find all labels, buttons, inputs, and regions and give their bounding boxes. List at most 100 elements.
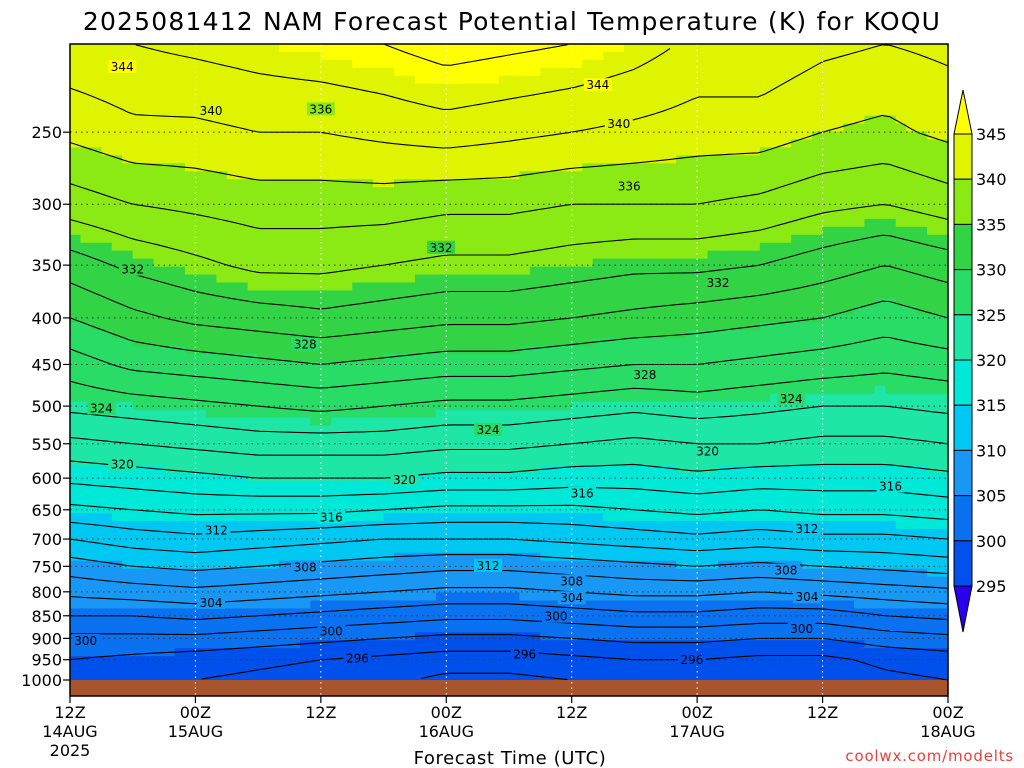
field-cell xyxy=(373,338,385,347)
field-cell xyxy=(686,369,698,379)
field-cell xyxy=(718,393,730,403)
field-cell xyxy=(341,91,353,101)
field-cell xyxy=(603,354,615,363)
field-cell xyxy=(843,354,855,363)
field-cell xyxy=(258,195,270,204)
field-cell xyxy=(718,377,730,387)
field-cell xyxy=(268,393,280,403)
field-cell xyxy=(435,115,447,125)
field-cell xyxy=(184,59,197,69)
field-cell xyxy=(874,91,886,101)
field-cell xyxy=(519,234,531,244)
field-cell xyxy=(770,91,782,101)
field-cell xyxy=(927,385,939,395)
field-cell xyxy=(90,51,102,61)
field-cell xyxy=(728,123,740,133)
field-cell xyxy=(561,75,573,85)
field-cell xyxy=(759,401,771,411)
field-cell xyxy=(843,131,855,140)
field-cell xyxy=(90,99,102,109)
field-cell xyxy=(812,393,824,403)
field-cell xyxy=(310,139,322,148)
field-cell xyxy=(812,139,824,148)
field-cell xyxy=(885,369,897,379)
field-cell xyxy=(404,250,416,260)
field-cell xyxy=(801,417,813,427)
field-cell xyxy=(467,266,479,276)
field-cell xyxy=(780,155,792,164)
field-cell xyxy=(853,417,865,427)
field-cell xyxy=(927,393,939,403)
field-cell xyxy=(707,195,719,204)
field-cell xyxy=(279,274,291,284)
field-cell xyxy=(164,115,176,125)
field-cell xyxy=(613,147,625,156)
field-cell xyxy=(833,139,845,148)
field-cell xyxy=(738,401,750,411)
field-cell xyxy=(425,393,437,403)
field-cell xyxy=(132,441,144,451)
field-cell xyxy=(362,203,374,212)
field-cell xyxy=(320,139,332,148)
field-cell xyxy=(289,497,301,506)
field-cell xyxy=(571,425,583,435)
field-cell xyxy=(143,322,155,331)
field-cell xyxy=(70,481,82,490)
field-cell xyxy=(226,354,238,363)
field-cell xyxy=(550,354,562,363)
field-cell xyxy=(164,83,176,93)
field-cell xyxy=(644,457,656,466)
field-cell xyxy=(184,449,197,458)
field-cell xyxy=(101,163,113,172)
field-cell xyxy=(540,99,552,109)
field-cell xyxy=(289,155,301,164)
field-cell xyxy=(561,274,573,284)
field-cell xyxy=(435,155,447,164)
field-cell xyxy=(90,59,102,69)
field-cell xyxy=(143,123,155,133)
field-cell xyxy=(927,179,939,188)
field-cell xyxy=(529,258,541,268)
field-cell xyxy=(864,457,876,466)
field-cell xyxy=(383,385,395,395)
field-cell xyxy=(414,401,426,411)
field-cell xyxy=(456,218,468,228)
field-cell xyxy=(937,147,949,156)
field-cell xyxy=(299,489,311,498)
field-cell xyxy=(843,441,855,451)
field-cell xyxy=(791,290,803,299)
field-cell xyxy=(791,314,803,323)
field-cell xyxy=(435,83,447,93)
field-cell xyxy=(853,187,865,196)
field-cell xyxy=(529,59,541,69)
field-cell xyxy=(383,433,395,443)
field-cell xyxy=(247,107,259,117)
field-cell xyxy=(331,163,343,172)
field-cell xyxy=(561,369,573,379)
field-cell xyxy=(195,306,207,315)
field-cell xyxy=(310,147,322,156)
field-cell xyxy=(174,115,186,125)
field-cell xyxy=(791,362,803,371)
field-cell xyxy=(279,306,291,315)
field-cell xyxy=(174,473,186,482)
field-cell xyxy=(540,369,552,379)
field-cell xyxy=(101,338,113,347)
field-cell xyxy=(394,417,406,427)
field-cell xyxy=(644,282,656,292)
field-cell xyxy=(153,497,165,506)
field-cell xyxy=(780,465,792,474)
field-cell xyxy=(279,187,291,196)
field-cell xyxy=(268,441,280,451)
field-cell xyxy=(268,147,280,156)
field-cell xyxy=(780,497,792,506)
field-cell xyxy=(509,354,521,363)
field-cell xyxy=(143,163,155,172)
field-cell xyxy=(822,497,834,506)
field-cell xyxy=(927,346,939,355)
field-cell xyxy=(414,123,426,133)
field-cell xyxy=(780,131,792,140)
field-cell xyxy=(623,449,636,458)
field-cell xyxy=(770,210,782,220)
field-cell xyxy=(247,385,259,395)
